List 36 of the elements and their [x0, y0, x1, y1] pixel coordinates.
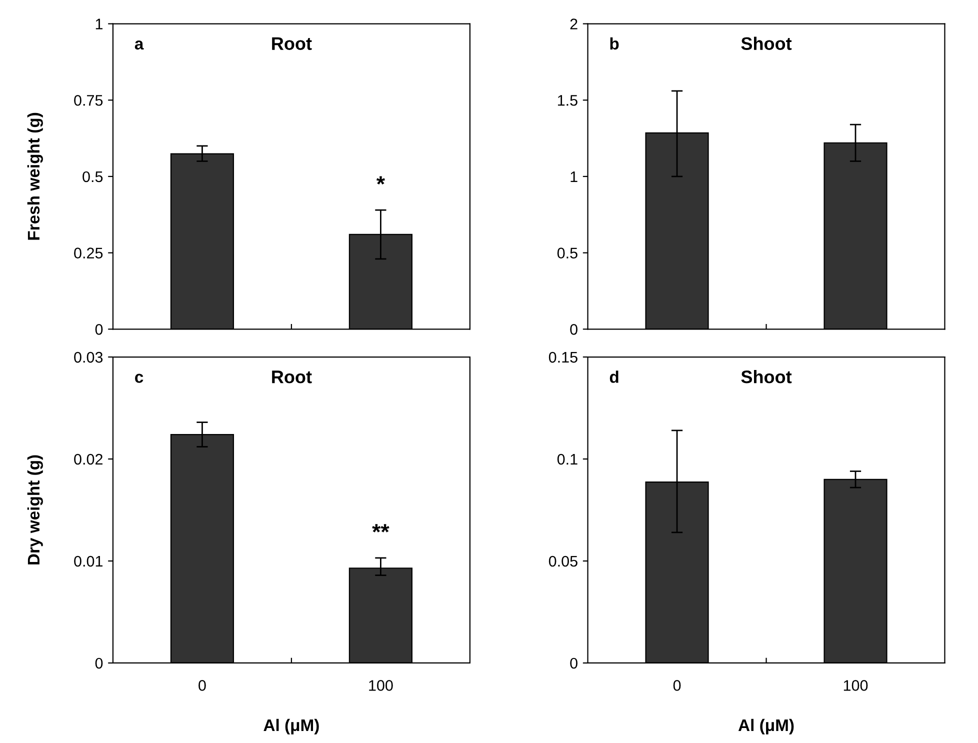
annotation: ** — [372, 524, 390, 532]
x-tick-label: 100 — [369, 680, 393, 691]
y-tick-label: 0.5 — [557, 248, 578, 258]
y-tick-label: 0.5 — [82, 171, 103, 182]
annotation: * — [376, 176, 385, 185]
y-tick-label: 0 — [95, 658, 103, 669]
y-tick-label: 0.02 — [74, 454, 102, 465]
y-axis-title: Dry weight (g) — [27, 455, 43, 564]
x-axis-title: Al (μM) — [264, 718, 319, 734]
y-tick-label: 1 — [96, 18, 102, 30]
annotation: d — [610, 370, 618, 383]
x-tick-label: 0 — [198, 680, 206, 691]
annotation: a — [134, 40, 144, 50]
x-tick-label: 0 — [673, 680, 681, 691]
y-tick-label: 2 — [570, 18, 578, 30]
text: Root — [272, 370, 312, 384]
y-tick-label: 0.01 — [74, 556, 102, 567]
text: Root — [272, 37, 312, 50]
x-axis-title: Al (μM) — [738, 718, 794, 734]
annotation: c — [135, 374, 144, 383]
y-tick-label: 0.1 — [557, 454, 578, 465]
y-tick-label: 0 — [570, 324, 578, 335]
y-tick-label: 0 — [570, 658, 578, 669]
y-tick-label: 0.03 — [74, 352, 103, 363]
y-tick-label: 0.15 — [548, 352, 578, 363]
y-tick-label: 0.75 — [74, 94, 103, 106]
y-tick-label: 0.25 — [74, 248, 103, 258]
y-tick-label: 0.05 — [548, 556, 578, 567]
y-axis-title: Fresh weight (g) — [27, 112, 43, 240]
text: Shoot — [741, 370, 792, 384]
y-tick-label: 1 — [570, 171, 578, 182]
text: Shoot — [741, 36, 792, 50]
x-tick-label: 100 — [844, 680, 868, 691]
y-tick-label: 0 — [95, 324, 103, 335]
y-tick-label: 1.5 — [558, 95, 578, 106]
annotation: b — [610, 37, 619, 50]
